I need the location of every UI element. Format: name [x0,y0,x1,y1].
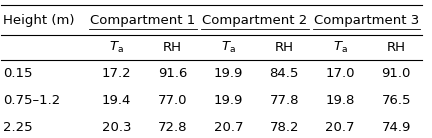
Text: 19.8: 19.8 [326,94,355,107]
Text: RH: RH [275,41,294,54]
Text: 0.75–1.2: 0.75–1.2 [3,94,61,107]
Text: $T_\mathrm{a}$: $T_\mathrm{a}$ [221,40,236,55]
Text: 0.15: 0.15 [3,67,33,79]
Text: 17.2: 17.2 [102,67,131,79]
Text: 76.5: 76.5 [381,94,411,107]
Text: Compartment 3: Compartment 3 [314,14,419,27]
Text: 19.4: 19.4 [102,94,131,107]
Text: $T_\mathrm{a}$: $T_\mathrm{a}$ [333,40,348,55]
Text: 17.0: 17.0 [325,67,355,79]
Text: 78.2: 78.2 [270,121,299,134]
Text: 91.6: 91.6 [158,67,187,79]
Text: 20.7: 20.7 [325,121,355,134]
Text: Compartment 1: Compartment 1 [90,14,195,27]
Text: 91.0: 91.0 [381,67,411,79]
Text: 19.9: 19.9 [214,94,243,107]
Text: 2.25: 2.25 [3,121,33,134]
Text: Compartment 2: Compartment 2 [202,14,307,27]
Text: 77.0: 77.0 [158,94,187,107]
Text: 77.8: 77.8 [270,94,299,107]
Text: 20.3: 20.3 [102,121,131,134]
Text: 20.7: 20.7 [213,121,243,134]
Text: $T_\mathrm{a}$: $T_\mathrm{a}$ [109,40,124,55]
Text: 74.9: 74.9 [381,121,411,134]
Text: 19.9: 19.9 [214,67,243,79]
Text: 72.8: 72.8 [158,121,187,134]
Text: 84.5: 84.5 [270,67,299,79]
Text: RH: RH [163,41,182,54]
Text: RH: RH [387,41,406,54]
Text: Height (m): Height (m) [3,14,75,27]
